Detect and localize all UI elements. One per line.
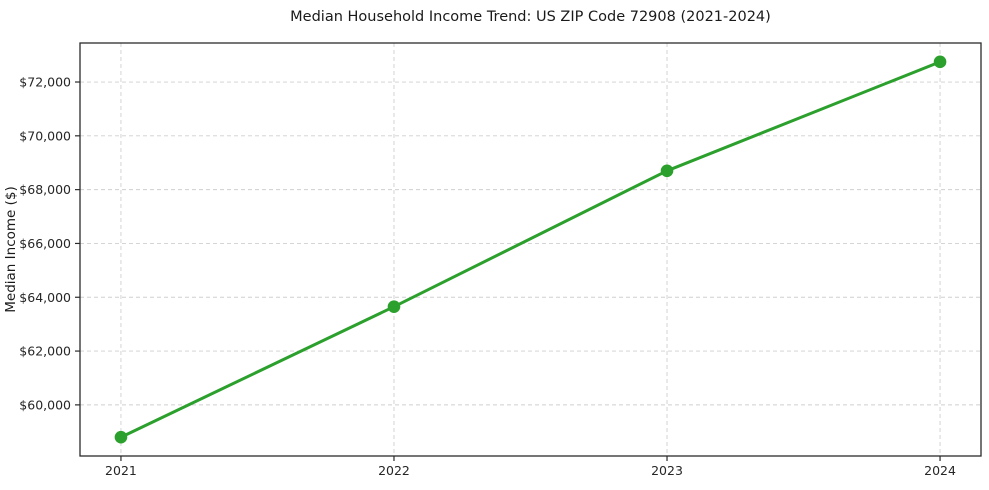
chart-title: Median Household Income Trend: US ZIP Co… — [290, 9, 771, 25]
y-tick-label: $72,000 — [19, 75, 71, 90]
y-tick-label: $68,000 — [19, 182, 71, 197]
gridlines — [80, 43, 981, 456]
x-tick-label: 2023 — [651, 463, 683, 478]
x-tick-label: 2022 — [378, 463, 410, 478]
y-tick-label: $66,000 — [19, 236, 71, 251]
data-point-marker — [114, 430, 128, 444]
y-axis-label: Median Income ($) — [3, 186, 19, 312]
data-point-marker — [933, 55, 947, 69]
x-tick-label: 2021 — [105, 463, 137, 478]
series-layer — [114, 55, 947, 444]
data-point-marker — [387, 300, 401, 313]
y-tick-label: $62,000 — [19, 344, 71, 359]
y-tick-label: $64,000 — [19, 290, 71, 305]
axis-ticks — [75, 81, 941, 461]
y-tick-label: $60,000 — [19, 397, 71, 412]
x-tick-label: 2024 — [924, 463, 956, 478]
tick-labels: $60,000 $62,000 $64,000 $66,000 $68,000 $70,0… — [19, 75, 956, 478]
y-tick-label: $70,000 — [19, 128, 71, 143]
plot-area — [80, 43, 981, 456]
plot-frame — [79, 42, 982, 457]
data-point-marker — [660, 164, 674, 178]
income-trend-line — [119, 60, 942, 439]
